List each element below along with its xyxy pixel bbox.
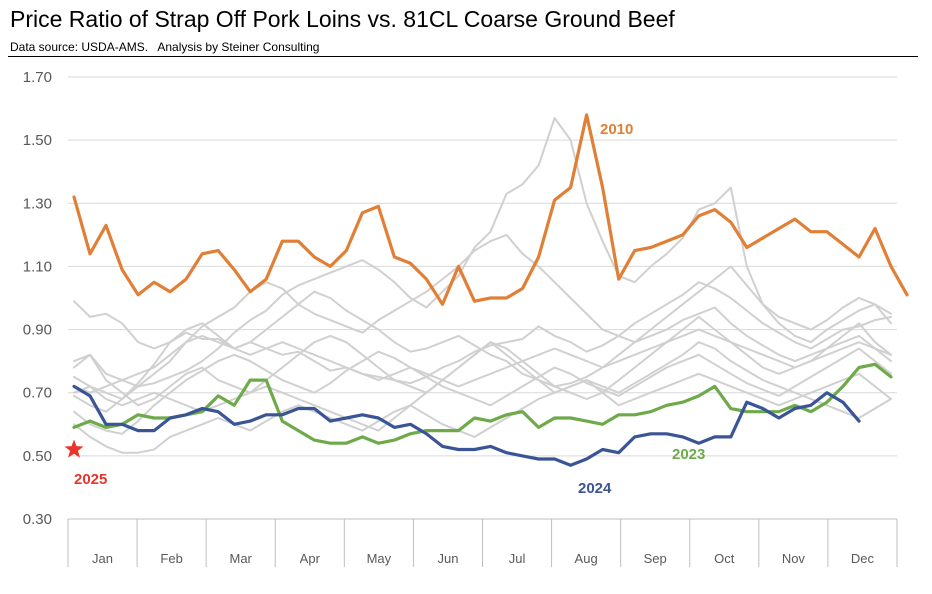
x-tick-label: Mar: [230, 551, 253, 566]
y-tick-label: 0.90: [23, 322, 52, 339]
series-line-2024: [72, 384, 861, 467]
y-tick-label: 1.10: [23, 258, 52, 275]
series-line-historical: [73, 341, 892, 454]
data-point-2025: [64, 439, 84, 458]
y-axis: 0.30 0.50 0.70 0.90 1.10 1.30 1.50 1.70: [23, 69, 52, 528]
chart-title: Price Ratio of Strap Off Pork Loins vs. …: [10, 6, 675, 32]
x-tick-label: Sep: [644, 551, 667, 566]
series-label-2023: 2023: [672, 446, 705, 463]
series-line-historical: [73, 347, 892, 435]
x-tick-label: Oct: [714, 551, 735, 566]
series-line-historical: [73, 117, 892, 388]
series-line-historical: [73, 341, 892, 432]
series-label-2024: 2024: [578, 480, 612, 497]
chart-subtitle: Data source: USDA-AMS. Analysis by Stein…: [10, 40, 320, 54]
x-axis: Jan Feb Mar Apr May Jun Jul Aug Sep Oct Nov Dec: [67, 518, 898, 567]
series-label-2025: 2025: [74, 471, 107, 488]
x-tick-label: Aug: [575, 551, 598, 566]
series-labels: 2010 2023 2024 2025: [74, 121, 705, 497]
y-tick-label: 0.30: [23, 511, 52, 528]
series-line-2010: [72, 113, 909, 306]
historical-series: [73, 117, 892, 454]
y-tick-label: 0.50: [23, 448, 52, 465]
x-tick-label: Apr: [300, 551, 321, 566]
series-line-2023: [72, 362, 893, 445]
x-tick-label: Dec: [851, 551, 875, 566]
x-tick-label: Jan: [92, 551, 113, 566]
x-tick-label: Nov: [782, 551, 806, 566]
highlighted-series: [72, 113, 909, 467]
y-tick-label: 1.50: [23, 132, 52, 149]
y-tick-label: 1.30: [23, 195, 52, 212]
y-tick-label: 1.70: [23, 69, 52, 86]
series-label-2010: 2010: [600, 121, 633, 138]
series-line-historical: [73, 328, 892, 394]
x-tick-label: Feb: [160, 551, 182, 566]
x-tick-label: Jul: [509, 551, 526, 566]
x-tick-label: May: [367, 551, 392, 566]
series-line-historical: [73, 290, 892, 413]
x-tick-label: Jun: [437, 551, 458, 566]
star-marker-2025: [64, 439, 84, 458]
title-divider: [8, 56, 918, 57]
series-line-historical: [73, 233, 892, 400]
gridlines: [68, 76, 897, 457]
y-tick-label: 0.70: [23, 385, 52, 402]
